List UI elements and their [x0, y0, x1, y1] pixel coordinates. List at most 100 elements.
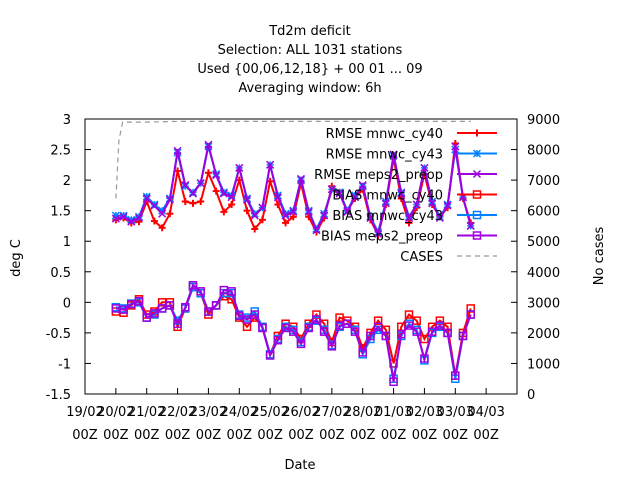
- x-tick-label: 04/03: [467, 405, 504, 420]
- x-tick-label-time: 00Z: [443, 428, 469, 443]
- legend-label: BIAS meps2_preop: [321, 230, 443, 245]
- axis-ticks: -1.5 -1 -0.5 0 0.5 1 1.5 2 2.5 3 0 1000 2000 3000 4000…: [46, 113, 560, 443]
- y-tick-label: 3: [63, 113, 71, 128]
- data-point: [373, 316, 383, 325]
- data-point: [165, 301, 175, 310]
- data-point: [435, 316, 445, 325]
- x-tick-label: 22/02: [159, 405, 196, 420]
- y-tick-label: 2.5: [50, 144, 71, 159]
- legend-label: CASES: [400, 250, 443, 265]
- data-point: [242, 195, 252, 204]
- y2-tick-label: 0: [527, 388, 535, 403]
- data-point: [381, 199, 390, 208]
- data-point: [273, 193, 282, 202]
- series-line: [115, 120, 471, 199]
- legend-label: RMSE mnwc_cy40: [326, 127, 443, 142]
- data-point: [235, 163, 244, 172]
- data-point: [258, 216, 266, 224]
- data-point: [166, 210, 174, 218]
- data-point: [173, 319, 182, 328]
- data-point: [389, 377, 398, 387]
- data-point: [197, 198, 205, 205]
- data-point: [273, 335, 283, 345]
- data-point: [343, 319, 352, 328]
- data-point: [420, 334, 429, 344]
- data-point: [404, 310, 414, 319]
- data-point: [420, 354, 429, 363]
- legend-label: BIAS mnwc_cy43: [332, 209, 443, 224]
- x-tick-label: 25/02: [251, 405, 288, 420]
- data-point: [373, 322, 383, 332]
- data-point: [335, 189, 344, 198]
- data-point: [111, 214, 120, 223]
- legend-entry: RMSE mnwc_cy43: [326, 148, 497, 163]
- data-point: [358, 348, 367, 357]
- series-line: [115, 283, 472, 382]
- data-point: [134, 296, 144, 306]
- data-point: [466, 304, 475, 313]
- y2-tick-label: 7000: [527, 174, 560, 189]
- data-point: [296, 174, 306, 183]
- data-point: [266, 160, 275, 169]
- data-point: [389, 150, 398, 159]
- data-point: [181, 302, 190, 312]
- legend-entry: RMSE mnwc_cy40: [326, 127, 497, 142]
- data-point: [196, 287, 205, 296]
- data-point: [258, 203, 267, 212]
- y-tick-label: 0.5: [50, 266, 71, 281]
- data-point: [405, 219, 413, 227]
- data-point: [211, 301, 221, 310]
- legend-marker: [472, 149, 482, 158]
- data-point: [397, 189, 406, 198]
- x-tick-label-time: 00Z: [412, 428, 438, 443]
- x-tick-label: 26/02: [282, 405, 319, 420]
- data-point: [350, 193, 360, 202]
- data-point: [350, 327, 360, 336]
- chart-title: Td2m deficit Selection: ALL 1031 stations…: [197, 24, 422, 96]
- data-point: [189, 199, 197, 207]
- data-point: [404, 321, 414, 330]
- data-point: [188, 189, 198, 198]
- data-point: [188, 280, 198, 290]
- y2-tick-label: 3000: [527, 296, 560, 311]
- x-tick-label-time: 00Z: [257, 428, 283, 443]
- data-point: [142, 194, 151, 203]
- data-point: [228, 201, 236, 209]
- chart-title-line: Td2m deficit: [268, 24, 351, 39]
- legend-label: BIAS mnwc_cy40: [332, 189, 443, 204]
- data-point: [204, 169, 212, 177]
- data-point: [212, 171, 221, 180]
- legend-marker: [472, 190, 482, 199]
- x-tick-label-time: 00Z: [196, 428, 222, 443]
- y2-tick-label: 5000: [527, 235, 560, 250]
- data-point: [420, 163, 429, 172]
- x-tick-label: 01/03: [375, 405, 412, 420]
- data-point: [181, 180, 190, 190]
- y-tick-label: 1.5: [50, 205, 71, 220]
- y2-tick-label: 9000: [527, 113, 560, 128]
- data-point: [181, 198, 189, 205]
- x-tick-label-time: 00Z: [165, 428, 191, 443]
- data-point: [204, 307, 213, 316]
- data-point: [227, 287, 236, 296]
- data-point: [366, 331, 375, 341]
- chart-title-line: Averaging window: 6h: [238, 81, 381, 96]
- data-point: [212, 187, 220, 195]
- data-point: [458, 331, 468, 341]
- y-tick-label: -1.5: [46, 388, 71, 403]
- y-tick-label: 1: [63, 235, 71, 250]
- data-point: [304, 207, 313, 216]
- chart-title-line: Used {00,06,12,18} + 00 01 ... 09: [197, 62, 422, 77]
- data-point: [381, 331, 391, 341]
- data-point: [451, 371, 460, 380]
- data-point: [258, 323, 267, 333]
- legend-entry: BIAS mnwc_cy40: [332, 189, 497, 204]
- y-axis-label: deg C: [9, 239, 24, 277]
- data-point: [412, 200, 421, 209]
- data-point: [142, 313, 151, 322]
- data-point: [251, 225, 259, 233]
- data-point: [358, 180, 367, 190]
- x-tick-label-time: 00Z: [288, 428, 314, 443]
- x-tick-label: 19/02: [66, 405, 103, 420]
